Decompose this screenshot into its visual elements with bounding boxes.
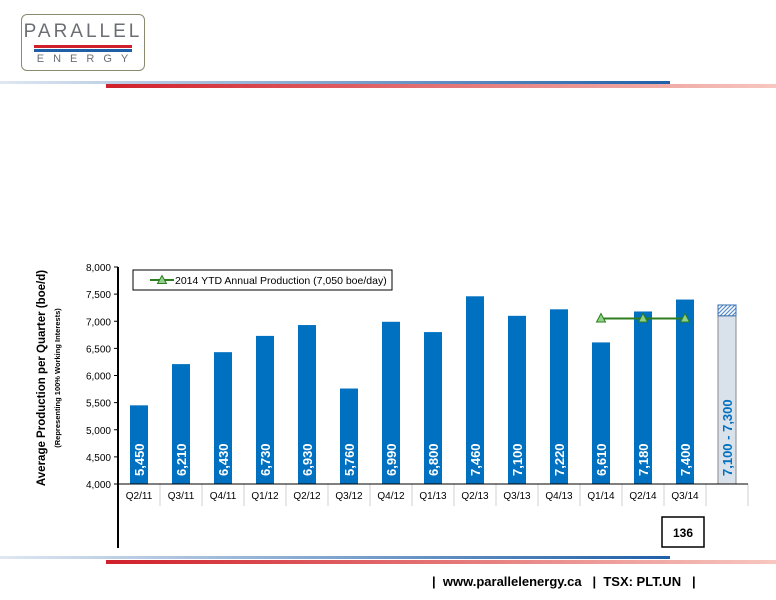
parallel-energy-logo: PARALLEL ENERGY — [21, 14, 145, 71]
logo-wordmark-bottom: ENERGY — [36, 53, 138, 65]
header-stripe-red — [106, 84, 776, 88]
y-axis-subtitle: (Representing 100% Working Interests) — [53, 308, 62, 448]
page-number-box — [661, 516, 705, 548]
footer-stripe-red — [106, 560, 776, 564]
bar — [382, 321, 400, 484]
y-tick-label: 4,500 — [86, 453, 111, 464]
bar — [634, 311, 652, 484]
footer-website-link[interactable]: www.parallelenergy.ca — [442, 574, 582, 589]
bar-value-label: 7,100 — [510, 443, 525, 476]
bar — [592, 342, 610, 484]
ytd-marker — [679, 312, 691, 323]
bar — [256, 335, 274, 484]
bar-value-label: 6,800 — [426, 443, 441, 476]
footer-pipe-right: | — [691, 574, 696, 589]
x-tick-label: Q2/12 — [293, 491, 321, 502]
legend-marker-swatch — [156, 274, 168, 284]
bar-value-label: 7,220 — [552, 443, 567, 476]
x-tick-label: Q3/11 — [168, 491, 195, 502]
y-tick-label: 7,000 — [86, 317, 111, 328]
header-stripe-blue — [0, 81, 670, 84]
bar-value-label: 5,760 — [342, 443, 357, 476]
bar-value-label: 5,450 — [132, 443, 147, 476]
bar — [508, 315, 526, 484]
bar — [340, 388, 358, 484]
bar-value-label: 7,400 — [678, 443, 693, 476]
x-tick-label: Q4/12 — [377, 491, 405, 502]
x-tick-label: Q1/13 — [419, 491, 447, 502]
bar — [550, 309, 568, 484]
logo-wordmark-top: PARALLEL — [23, 21, 143, 42]
footer-ticker: TSX: PLT.UN — [603, 574, 682, 589]
ytd-marker — [595, 312, 607, 323]
logo-blue-bar — [34, 49, 132, 52]
bar — [130, 405, 148, 484]
x-tick-label: Q2/14 — [629, 491, 657, 502]
y-axis-title: Average Production per Quarter (boe/d) — [36, 270, 48, 486]
bar-value-label: 6,210 — [174, 443, 189, 476]
x-tick-label: Q4/13 — [545, 491, 573, 502]
footer-bar: | www.parallelenergy.ca | TSX: PLT.UN | — [432, 574, 696, 589]
x-tick-label: Q4/11 — [210, 491, 237, 502]
bar-value-label: 7,180 — [636, 443, 651, 476]
legend-entry-label: 2014 YTD Annual Production (7,050 boe/da… — [175, 275, 387, 287]
bar-value-label: 6,930 — [300, 443, 315, 476]
y-tick-label: 5,500 — [86, 399, 111, 410]
bar — [676, 299, 694, 484]
ytd-marker — [637, 312, 649, 323]
logo-red-bar — [34, 45, 132, 48]
x-tick-label: Q1/12 — [251, 491, 279, 502]
y-tick-label: 4,000 — [86, 480, 111, 491]
bar-value-label: 6,430 — [216, 443, 231, 476]
page-number: 136 — [673, 526, 693, 540]
guidance-label: 7,100 - 7,300 — [720, 399, 735, 476]
bar — [424, 332, 442, 484]
footer-pipe-left: | — [432, 574, 436, 589]
footer-pipe-mid: | — [592, 574, 597, 589]
x-tick-label: Q2/13 — [461, 491, 489, 502]
bar — [214, 352, 232, 484]
legend: 2014 YTD Annual Production (7,050 boe/da… — [132, 269, 393, 291]
bar-value-label: 6,610 — [594, 443, 609, 476]
guidance-range-bar — [717, 304, 737, 317]
y-tick-label: 6,000 — [86, 372, 111, 383]
x-tick-label: Q3/13 — [503, 491, 531, 502]
y-tick-label: 7,500 — [86, 290, 111, 301]
bar — [298, 325, 316, 484]
x-tick-label: Q3/12 — [335, 491, 363, 502]
bar-value-label: 6,730 — [258, 443, 273, 476]
y-tick-label: 5,000 — [86, 426, 111, 437]
y-tick-label: 6,500 — [86, 344, 111, 355]
legend-box — [132, 269, 393, 291]
bar-value-label: 6,990 — [384, 443, 399, 476]
x-tick-label: Q2/11 — [126, 491, 153, 502]
x-tick-label: Q1/14 — [587, 491, 615, 502]
bar — [172, 364, 190, 484]
footer-stripe-blue — [0, 556, 670, 559]
y-tick-label: 8,000 — [86, 263, 111, 274]
bar-value-label: 7,460 — [468, 443, 483, 476]
x-tick-label: Q3/14 — [671, 491, 699, 502]
bar — [466, 296, 484, 484]
